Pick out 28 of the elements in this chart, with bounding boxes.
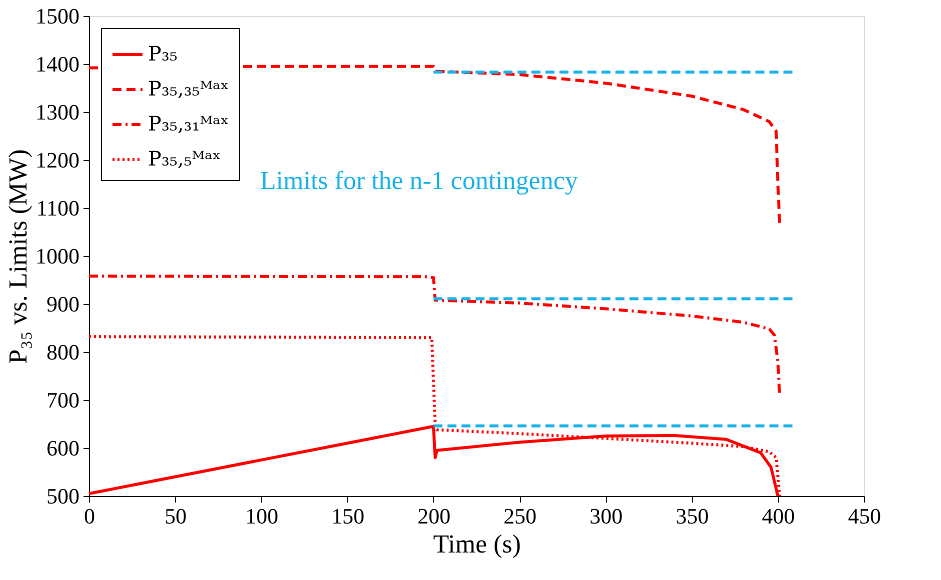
x-tick-label: 300: [590, 504, 623, 528]
annotation: Limits for the n-1 contingency: [260, 166, 578, 195]
x-tick-label: 0: [84, 504, 95, 528]
legend-label: P₃₅,₃₁ᴹᵃˣ: [148, 112, 229, 136]
y-tick-label: 1400: [36, 52, 80, 76]
x-tick-label: 350: [676, 504, 709, 528]
x-tick-label: 250: [504, 504, 537, 528]
x-tick-label: 150: [331, 504, 364, 528]
y-tick-label: 500: [46, 484, 80, 508]
y-axis-title: P₃₅ vs. Limits (MW): [4, 149, 32, 364]
y-tick-label: 1100: [36, 196, 80, 220]
y-tick-label: 1200: [36, 148, 80, 172]
y-tick-label: 1300: [36, 100, 80, 124]
legend-label: P₃₅,₃₅ᴹᵃˣ: [148, 76, 229, 100]
y-tick-label: 800: [46, 340, 80, 364]
y-tick-label: 900: [46, 292, 80, 316]
y-tick-label: 600: [46, 436, 80, 460]
x-tick-label: 200: [417, 504, 450, 528]
legend-label: P₃₅: [148, 42, 178, 66]
x-tick-label: 100: [245, 504, 278, 528]
x-axis-title: Time (s): [433, 530, 521, 558]
x-tick-label: 450: [848, 504, 881, 528]
legend-label: P₃₅,₅ᴹᵃˣ: [148, 146, 221, 170]
x-tick-label: 400: [762, 504, 795, 528]
y-tick-label: 1000: [36, 244, 80, 268]
y-tick-label: 700: [46, 388, 80, 412]
y-tick-label: 1500: [36, 4, 80, 28]
x-tick-label: 50: [164, 504, 187, 528]
